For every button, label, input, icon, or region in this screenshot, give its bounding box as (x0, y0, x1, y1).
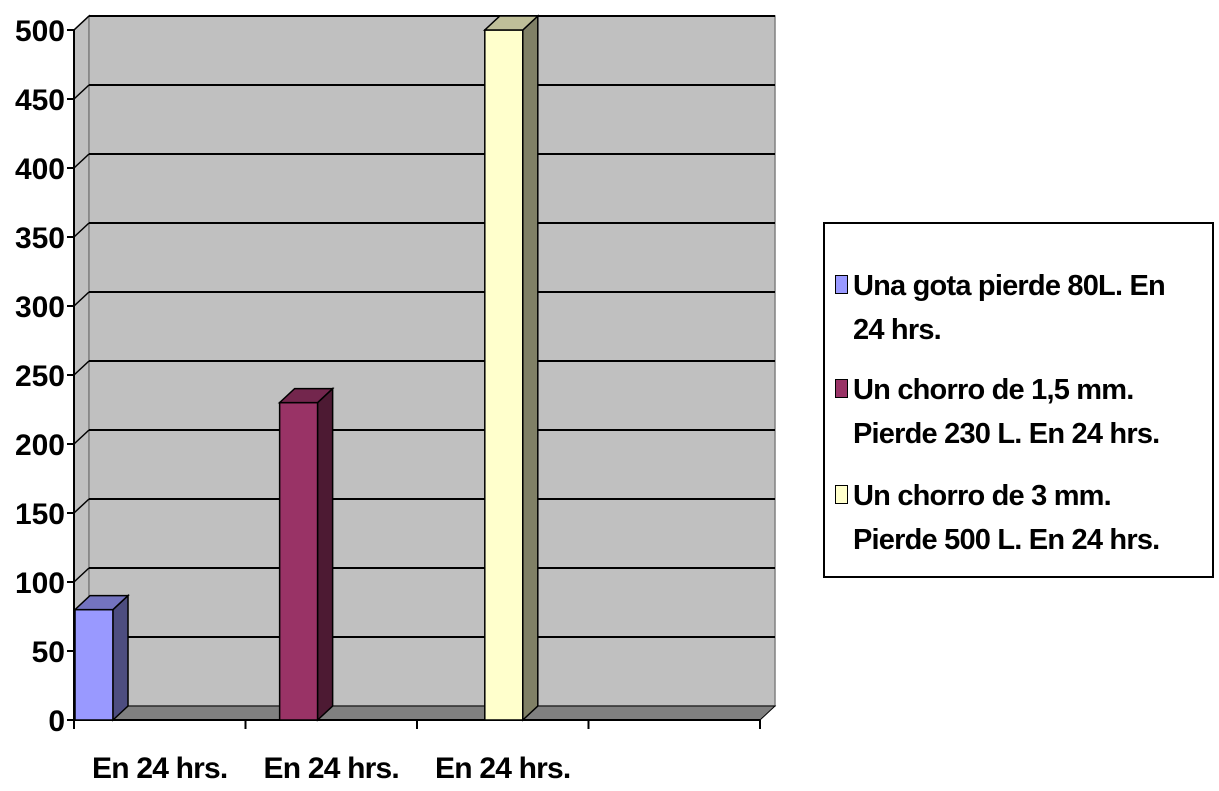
legend-swatch-2 (835, 379, 848, 398)
bar-3 (482, 14, 540, 722)
y-tick-label-450: 450 (15, 84, 65, 117)
bar-1 (73, 593, 130, 722)
bar-2-front (278, 401, 319, 721)
y-tick-label-400: 400 (15, 153, 65, 186)
plot-floor (72, 705, 777, 721)
floor-plane (72, 705, 777, 721)
legend-swatch-3 (835, 485, 848, 504)
y-tick-label-250: 250 (15, 360, 65, 393)
gridline-side-500 (73, 15, 90, 31)
gridline-side-200 (73, 429, 90, 445)
gridline-side-350 (73, 222, 90, 238)
gridline-side-450 (73, 84, 90, 100)
gridline-side-150 (73, 498, 90, 514)
gridlines (73, 15, 775, 652)
bar-2-top (277, 387, 335, 404)
x-tick-label-3: En 24 hrs. (435, 752, 570, 785)
y-tick-label-100: 100 (15, 567, 65, 600)
x-tick-labels: En 24 hrs. En 24 hrs. En 24 hrs. (92, 752, 571, 785)
y-tick-label-0: 0 (48, 705, 65, 738)
axes (67, 29, 761, 729)
y-tick-label-150: 150 (15, 498, 65, 531)
bars (73, 14, 540, 722)
legend-swatch-1 (835, 275, 848, 294)
legend-label-3: Un chorro de 3 mm. Pierde 500 L. En 24 h… (853, 474, 1218, 562)
legend-label-1: Una gota pierde 80L. En 24 hrs. (853, 264, 1218, 352)
legend-label-3-line1: Un chorro de 3 mm. (853, 480, 1112, 512)
y-tick-label-350: 350 (15, 222, 65, 255)
gridline-side-400 (73, 153, 90, 169)
x-tick-label-2: En 24 hrs. (264, 752, 399, 785)
legend-label-3-line2: Pierde 500 L. En 24 hrs. (853, 524, 1160, 556)
legend-label-1-line1: Una gota pierde 80L. En (853, 270, 1166, 302)
gridline-side-100 (73, 567, 90, 583)
x-tick-label-1: En 24 hrs. (92, 752, 227, 785)
legend-label-2: Un chorro de 1,5 mm. Pierde 230 L. En 24… (853, 368, 1218, 456)
legend-label-2-line2: Pierde 230 L. En 24 hrs. (853, 418, 1160, 450)
gridline-side-250 (73, 360, 90, 376)
legend-label-1-line2: 24 hrs. (853, 314, 942, 346)
bar-1-top (73, 594, 130, 611)
bar-2 (277, 386, 335, 722)
bar-2-side (316, 386, 334, 722)
y-tick-labels: 0 50 100 150 200 250 300 350 400 450 500 (15, 15, 65, 738)
y-tick-label-300: 300 (15, 291, 65, 324)
bar-1-side (112, 593, 129, 722)
gridline-side-300 (73, 291, 90, 307)
legend: Una gota pierde 80L. En 24 hrs. Un chorr… (823, 222, 1214, 578)
bar-1-front (74, 608, 114, 721)
y-tick-label-200: 200 (15, 429, 65, 462)
y-tick-label-500: 500 (15, 15, 65, 48)
bar-3-side (522, 14, 539, 722)
y-tick-label-50: 50 (32, 636, 65, 669)
legend-label-2-line1: Un chorro de 1,5 mm. (853, 374, 1134, 406)
plot-walls (73, 14, 776, 722)
bar-3-top (482, 15, 540, 31)
bar-3-front (484, 29, 524, 721)
